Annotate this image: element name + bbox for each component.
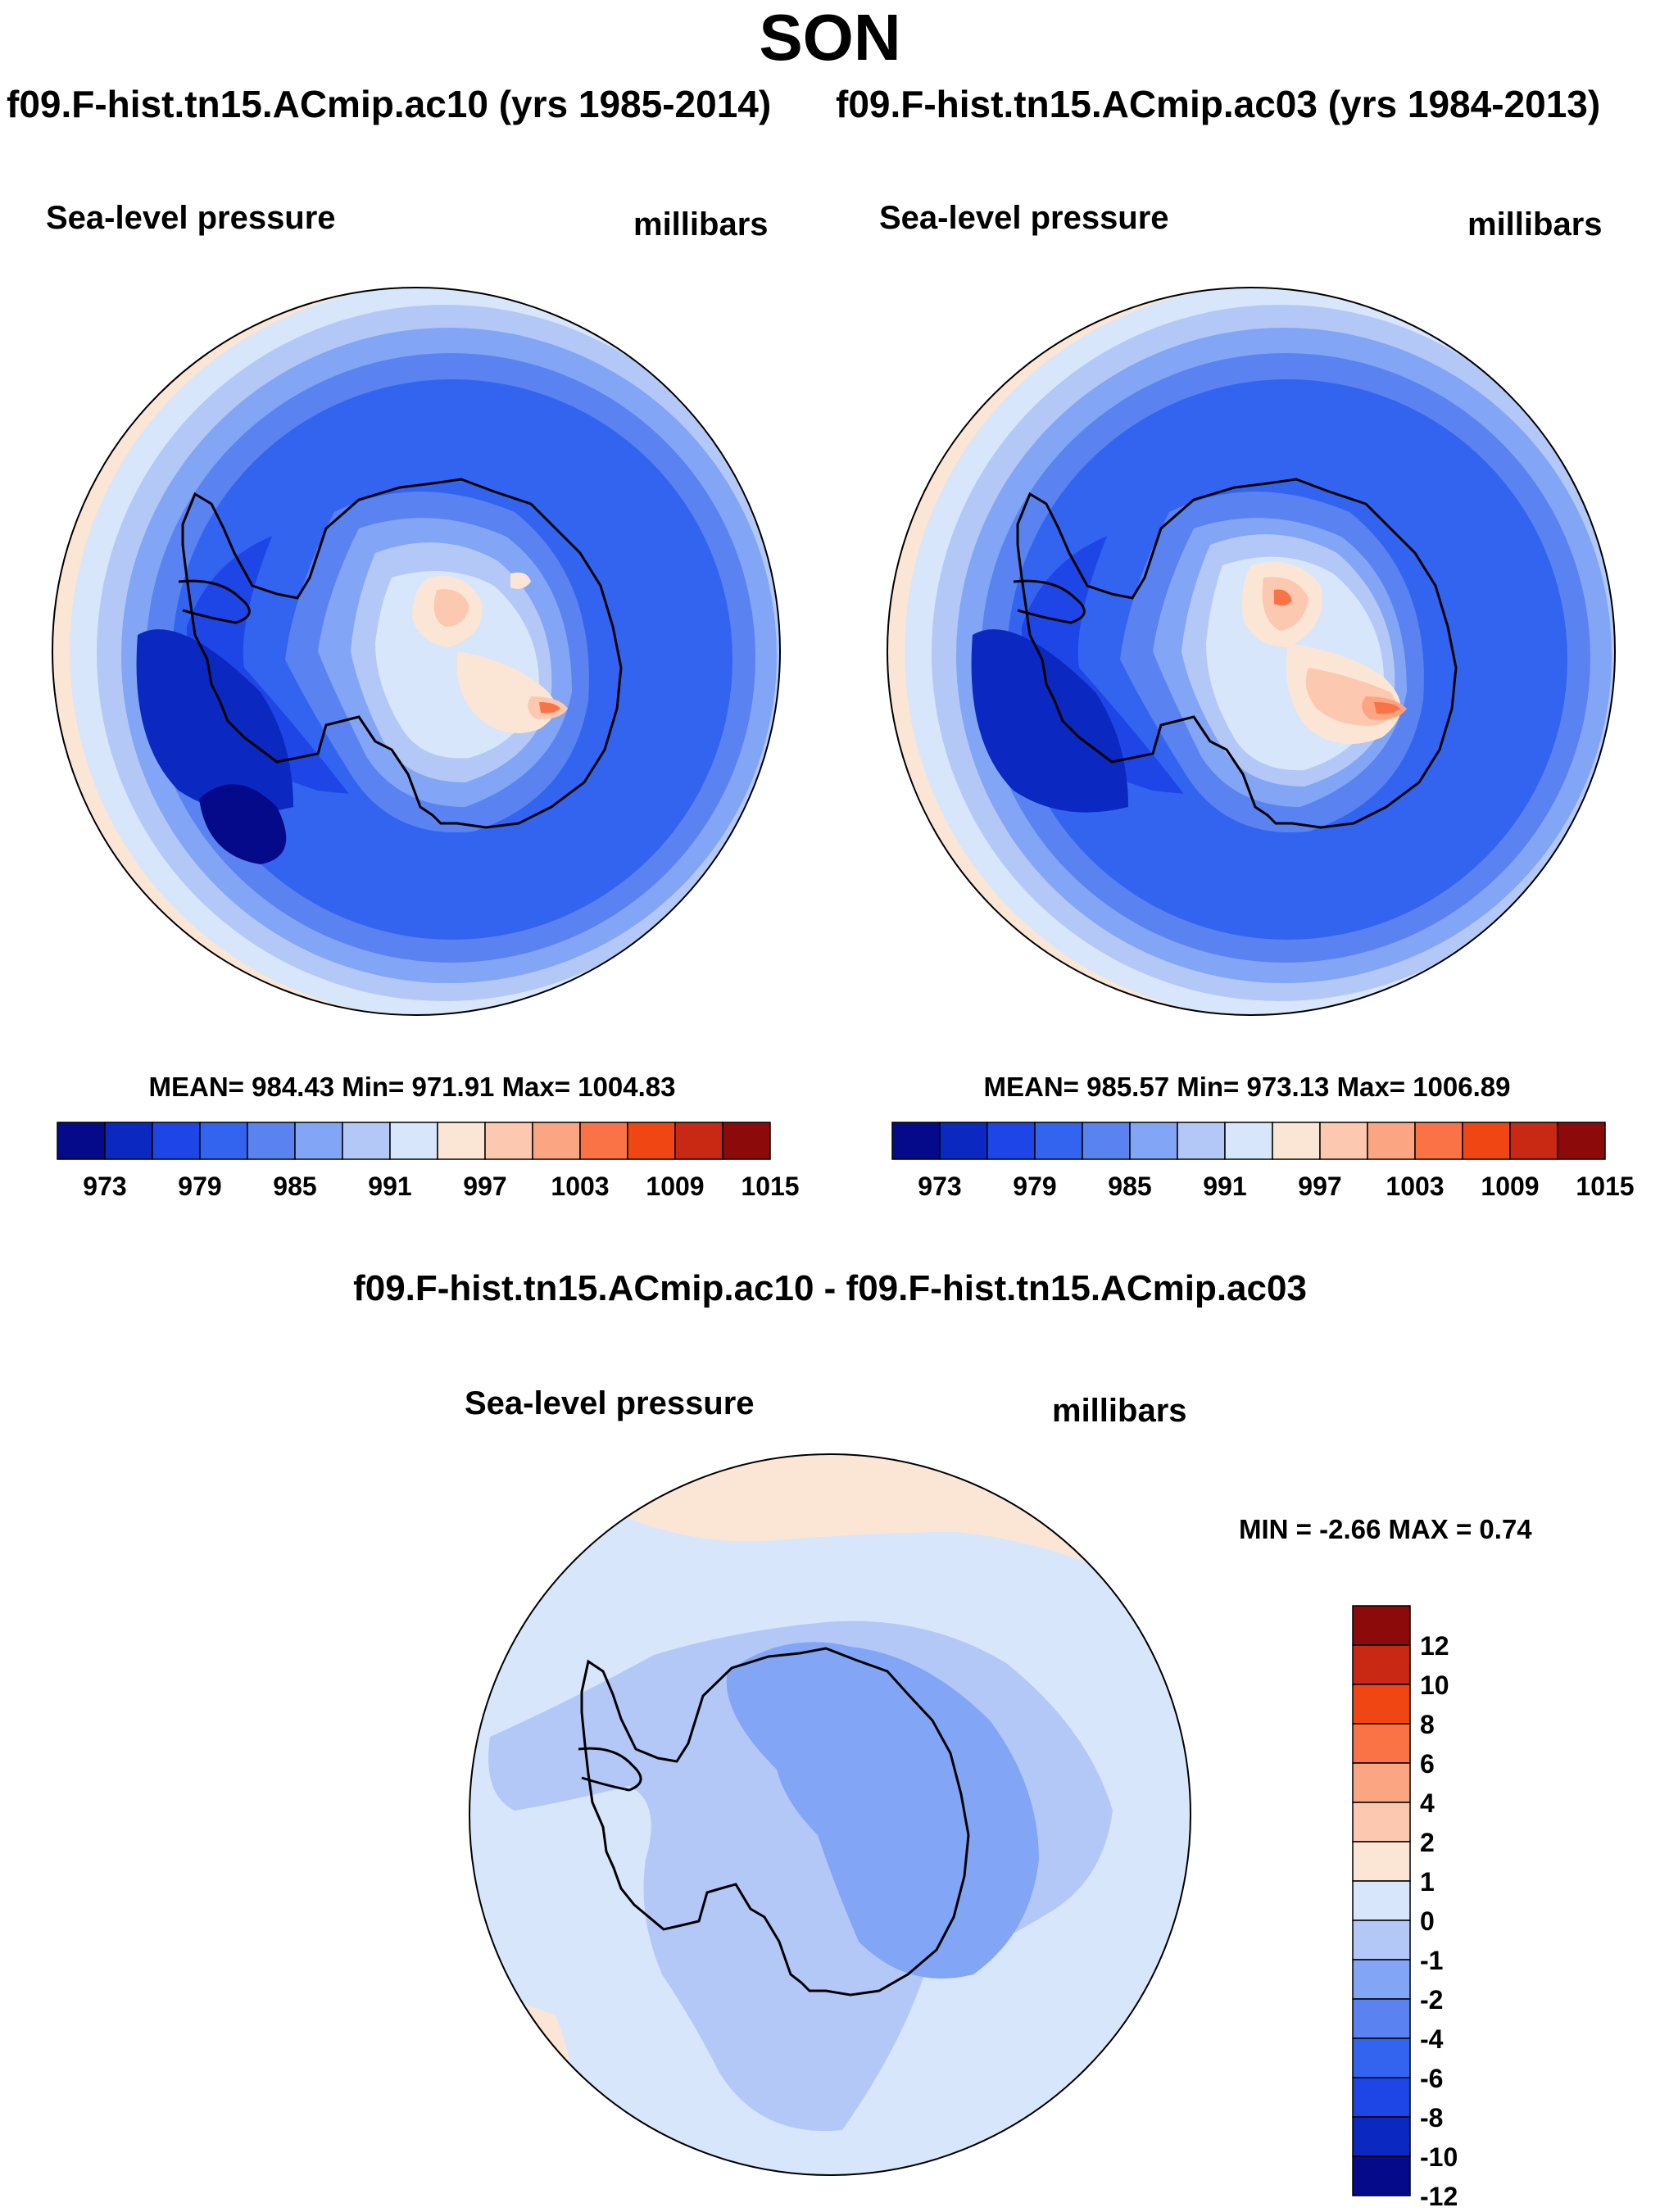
panel-2-stats: MEAN= 985.57 Min= 973.13 Max= 1006.89 — [983, 1072, 1511, 1102]
map-panel-2 — [887, 287, 1616, 1016]
colorbar-panel-2 — [891, 1122, 1606, 1160]
colorbar-swatch — [199, 1122, 248, 1160]
colorbar-swatch — [1352, 1841, 1411, 1882]
colorbar-tick-label: 973 — [83, 1172, 127, 1201]
colorbar-swatch — [104, 1122, 153, 1160]
colorbar-tick-label: 10 — [1420, 1670, 1449, 1700]
colorbar-panel-1 — [57, 1122, 771, 1160]
colorbar-tick-label: 985 — [273, 1172, 317, 1201]
colorbar-swatch — [1352, 1802, 1411, 1843]
colorbar-tick-label: 985 — [1108, 1172, 1152, 1201]
colorbar-swatch — [1352, 2077, 1411, 2118]
colorbar-tick-label: 1003 — [551, 1172, 610, 1201]
panel-1-variable-label: Sea-level pressure — [46, 200, 336, 236]
colorbar-tick-label: -1 — [1420, 1946, 1444, 1975]
colorbar-swatch — [1414, 1122, 1463, 1160]
colorbar-swatch — [939, 1122, 988, 1160]
colorbar-swatch — [152, 1122, 201, 1160]
colorbar-tick-label: 973 — [918, 1172, 962, 1201]
panel-1-case-title: f09.F-hist.tn15.ACmip.ac10 (yrs 1985-201… — [7, 83, 772, 125]
colorbar-tick-label: 1 — [1420, 1867, 1435, 1897]
colorbar-swatch — [1352, 1762, 1411, 1803]
page-title: SON — [759, 1, 901, 74]
colorbar-tick-label: 0 — [1420, 1906, 1435, 1936]
colorbar-tick-label: 1003 — [1386, 1172, 1445, 1201]
diff-panel-title: f09.F-hist.tn15.ACmip.ac10 - f09.F-hist.… — [353, 1268, 1307, 1308]
colorbar-swatch — [1352, 1605, 1411, 1646]
colorbar-tick-label: 2 — [1420, 1828, 1435, 1857]
colorbar-swatch — [247, 1122, 296, 1160]
colorbar-swatch — [1352, 2037, 1411, 2078]
colorbar-swatch — [674, 1122, 723, 1160]
map-difference — [469, 1453, 1191, 2176]
colorbar-swatch — [1352, 1998, 1411, 2039]
colorbar-swatch — [1352, 1920, 1411, 1960]
colorbar-swatch — [1177, 1122, 1226, 1160]
colorbar-tick-label: -6 — [1420, 2064, 1444, 2093]
colorbar-tick-label: -10 — [1420, 2142, 1458, 2172]
colorbar-swatch — [484, 1122, 533, 1160]
colorbar-swatch — [1319, 1122, 1368, 1160]
diff-units-label: millibars — [1052, 1393, 1187, 1429]
colorbar-swatch — [294, 1122, 343, 1160]
colorbar-swatch — [1224, 1122, 1273, 1160]
colorbar-tick-label: 1015 — [1576, 1172, 1635, 1201]
diff-minmax-stats: MIN = -2.66 MAX = 0.74 — [1239, 1514, 1532, 1544]
colorbar-swatch — [1462, 1122, 1511, 1160]
colorbar-tick-label: 997 — [1298, 1172, 1342, 1201]
colorbar-swatch — [627, 1122, 676, 1160]
colorbar-swatch — [1352, 1723, 1411, 1764]
colorbar-tick-label: 979 — [178, 1172, 222, 1201]
diff-variable-label: Sea-level pressure — [465, 1385, 755, 1421]
colorbar-swatch — [891, 1122, 941, 1160]
colorbar-swatch — [532, 1122, 581, 1160]
colorbar-swatch — [1352, 1880, 1411, 1921]
colorbar-swatch — [1509, 1122, 1558, 1160]
colorbar-swatch — [1352, 1959, 1411, 2000]
colorbar-tick-label: -4 — [1420, 2024, 1444, 2054]
colorbar-swatch — [389, 1122, 438, 1160]
colorbar-swatch — [1352, 1644, 1411, 1685]
colorbar-swatch — [579, 1122, 628, 1160]
colorbar-tick-label: 991 — [1203, 1172, 1247, 1201]
colorbar-tick-label: 991 — [368, 1172, 412, 1201]
colorbar-swatch — [722, 1122, 771, 1160]
colorbar-swatch — [437, 1122, 486, 1160]
panel-2-variable-label: Sea-level pressure — [879, 200, 1169, 236]
colorbar-swatch — [1129, 1122, 1178, 1160]
colorbar-swatch — [342, 1122, 391, 1160]
colorbar-swatch — [57, 1122, 106, 1160]
colorbar-swatch — [1367, 1122, 1416, 1160]
colorbar-swatch — [1557, 1122, 1606, 1160]
panel-1-units-label: millibars — [633, 206, 769, 243]
panel-2-case-title: f09.F-hist.tn15.ACmip.ac03 (yrs 1984-201… — [836, 83, 1601, 125]
colorbar-swatch — [1352, 1684, 1411, 1725]
colorbar-tick-label: -2 — [1420, 1985, 1444, 2015]
colorbar-tick-label: 1009 — [1481, 1172, 1540, 1201]
panel-2-units-label: millibars — [1467, 206, 1603, 243]
panel-1-stats: MEAN= 984.43 Min= 971.91 Max= 1004.83 — [148, 1072, 676, 1102]
colorbar-swatch — [1352, 2155, 1411, 2196]
colorbar-tick-label: -12 — [1420, 2182, 1458, 2211]
colorbar-swatch — [1082, 1122, 1131, 1160]
colorbar-swatch — [986, 1122, 1036, 1160]
colorbar-swatch — [1352, 2116, 1411, 2157]
colorbar-swatch — [1272, 1122, 1321, 1160]
colorbar-tick-label: 12 — [1420, 1631, 1449, 1661]
colorbar-swatch — [1034, 1122, 1083, 1160]
colorbar-tick-label: 4 — [1420, 1788, 1435, 1818]
colorbar-tick-label: 997 — [463, 1172, 507, 1201]
colorbar-tick-label: -8 — [1420, 2103, 1444, 2133]
colorbar-tick-label: 1015 — [741, 1172, 800, 1201]
colorbar-tick-label: 1009 — [646, 1172, 705, 1201]
colorbar-tick-label: 979 — [1013, 1172, 1057, 1201]
map-panel-1 — [52, 287, 781, 1016]
colorbar-tick-label: 6 — [1420, 1749, 1435, 1779]
colorbar-difference — [1352, 1605, 1411, 2196]
colorbar-tick-label: 8 — [1420, 1710, 1435, 1739]
